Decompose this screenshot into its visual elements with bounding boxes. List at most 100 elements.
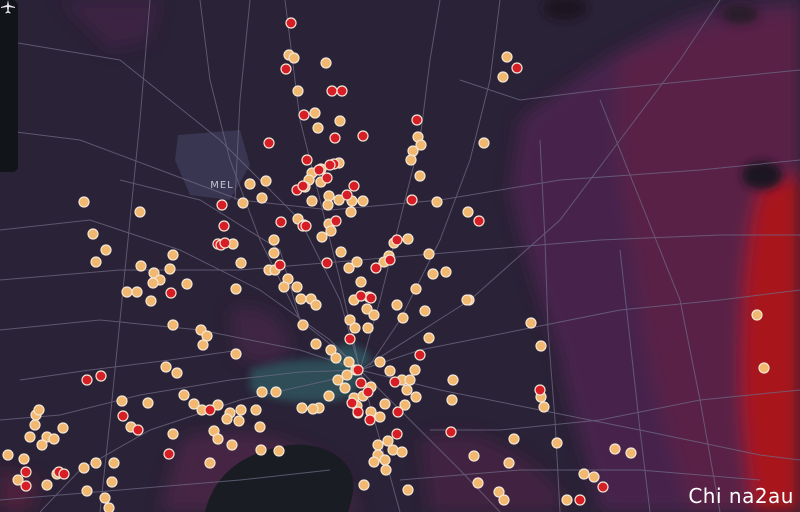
case-marker-red[interactable] <box>330 215 342 227</box>
case-marker-red[interactable] <box>285 17 297 29</box>
case-marker-red[interactable] <box>352 406 364 418</box>
case-marker-orange[interactable] <box>508 433 520 445</box>
case-marker-red[interactable] <box>355 290 367 302</box>
case-marker-red[interactable] <box>384 254 396 266</box>
case-marker-orange[interactable] <box>397 312 409 324</box>
case-marker-orange[interactable] <box>181 278 193 290</box>
case-marker-orange[interactable] <box>87 228 99 240</box>
case-marker-orange[interactable] <box>204 457 216 469</box>
case-marker-orange[interactable] <box>380 464 392 476</box>
case-marker-orange[interactable] <box>235 257 247 269</box>
case-marker-orange[interactable] <box>244 178 256 190</box>
case-marker-orange[interactable] <box>310 338 322 350</box>
case-marker-red[interactable] <box>511 62 523 74</box>
case-marker-orange[interactable] <box>588 471 600 483</box>
case-marker-orange[interactable] <box>90 457 102 469</box>
case-marker-orange[interactable] <box>90 256 102 268</box>
case-marker-red[interactable] <box>216 199 228 211</box>
case-marker-orange[interactable] <box>270 386 282 398</box>
case-marker-red[interactable] <box>574 494 586 506</box>
case-marker-orange[interactable] <box>36 439 48 451</box>
case-marker-orange[interactable] <box>402 233 414 245</box>
case-marker-red[interactable] <box>81 374 93 386</box>
case-marker-red[interactable] <box>341 189 353 201</box>
case-marker-orange[interactable] <box>334 115 346 127</box>
case-marker-orange[interactable] <box>306 195 318 207</box>
case-marker-orange[interactable] <box>609 443 621 455</box>
case-marker-red[interactable] <box>391 234 403 246</box>
case-marker-orange[interactable] <box>447 374 459 386</box>
case-marker-orange[interactable] <box>29 419 41 431</box>
case-marker-orange[interactable] <box>167 249 179 261</box>
case-marker-orange[interactable] <box>254 421 266 433</box>
case-marker-orange[interactable] <box>758 362 770 374</box>
case-marker-orange[interactable] <box>349 322 361 334</box>
case-marker-orange[interactable] <box>325 344 337 356</box>
case-marker-orange[interactable] <box>212 399 224 411</box>
case-marker-red[interactable] <box>365 292 377 304</box>
case-marker-orange[interactable] <box>147 277 159 289</box>
case-marker-orange[interactable] <box>344 314 356 326</box>
case-marker-orange[interactable] <box>355 276 367 288</box>
case-marker-orange[interactable] <box>387 444 399 456</box>
case-marker-orange[interactable] <box>296 402 308 414</box>
case-marker-orange[interactable] <box>256 192 268 204</box>
side-panel[interactable] <box>0 0 18 172</box>
case-marker-orange[interactable] <box>751 309 763 321</box>
case-marker-orange[interactable] <box>237 197 249 209</box>
case-marker-orange[interactable] <box>427 268 439 280</box>
case-marker-orange[interactable] <box>142 397 154 409</box>
case-marker-orange[interactable] <box>230 348 242 360</box>
case-marker-orange[interactable] <box>404 374 416 386</box>
case-marker-orange[interactable] <box>440 266 452 278</box>
case-marker-orange[interactable] <box>379 398 391 410</box>
case-marker-orange[interactable] <box>255 444 267 456</box>
case-marker-red[interactable] <box>321 257 333 269</box>
case-marker-orange[interactable] <box>197 339 209 351</box>
case-marker-orange[interactable] <box>309 107 321 119</box>
case-marker-orange[interactable] <box>18 453 30 465</box>
case-marker-orange[interactable] <box>538 401 550 413</box>
case-marker-red[interactable] <box>297 180 309 192</box>
case-marker-orange[interactable] <box>291 281 303 293</box>
case-marker-orange[interactable] <box>498 494 510 506</box>
case-marker-orange[interactable] <box>48 433 60 445</box>
case-marker-orange[interactable] <box>312 122 324 134</box>
case-marker-red[interactable] <box>414 349 426 361</box>
case-marker-orange[interactable] <box>41 479 53 491</box>
case-marker-orange[interactable] <box>423 332 435 344</box>
case-marker-orange[interactable] <box>501 51 513 63</box>
case-marker-orange[interactable] <box>316 231 328 243</box>
case-marker-orange[interactable] <box>268 234 280 246</box>
case-marker-orange[interactable] <box>561 494 573 506</box>
case-marker-red[interactable] <box>355 377 367 389</box>
case-marker-orange[interactable] <box>57 422 69 434</box>
case-marker-orange[interactable] <box>372 439 384 451</box>
case-marker-orange[interactable] <box>24 431 36 443</box>
case-marker-red[interactable] <box>274 259 286 271</box>
case-marker-orange[interactable] <box>391 299 403 311</box>
case-marker-orange[interactable] <box>409 364 421 376</box>
case-marker-orange[interactable] <box>230 283 242 295</box>
case-marker-orange[interactable] <box>226 439 238 451</box>
case-marker-red[interactable] <box>280 63 292 75</box>
case-marker-red[interactable] <box>352 364 364 376</box>
case-marker-orange[interactable] <box>178 389 190 401</box>
case-marker-orange[interactable] <box>405 154 417 166</box>
case-marker-red[interactable] <box>391 428 403 440</box>
case-marker-red[interactable] <box>313 164 325 176</box>
case-marker-orange[interactable] <box>423 248 435 260</box>
case-marker-orange[interactable] <box>374 356 386 368</box>
case-marker-orange[interactable] <box>478 137 490 149</box>
case-marker-red[interactable] <box>406 194 418 206</box>
case-marker-red[interactable] <box>326 85 338 97</box>
case-marker-orange[interactable] <box>160 361 172 373</box>
case-marker-orange[interactable] <box>106 476 118 488</box>
case-marker-red[interactable] <box>163 448 175 460</box>
case-marker-orange[interactable] <box>374 411 386 423</box>
case-marker-orange[interactable] <box>358 479 370 491</box>
case-marker-red[interactable] <box>20 466 32 478</box>
case-marker-orange[interactable] <box>12 474 24 486</box>
case-marker-orange[interactable] <box>410 283 422 295</box>
